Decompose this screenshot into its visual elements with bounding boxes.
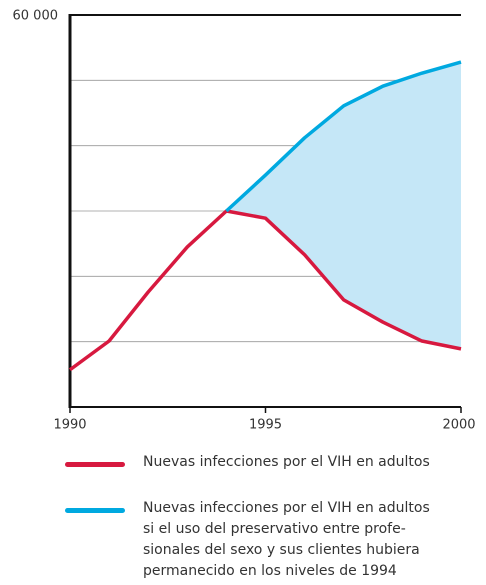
x-tick-label: 2000 bbox=[442, 418, 475, 433]
legend-label: Nuevas infecciones por el VIH en adultos bbox=[143, 454, 430, 470]
series-line bbox=[225, 60, 462, 213]
x-tick-label: 1995 bbox=[249, 418, 282, 433]
legend: Nuevas infecciones por el VIH en adultos… bbox=[0, 448, 486, 579]
legend-label: Nuevas infecciones por el VIH en adultos… bbox=[143, 500, 430, 579]
chart: 60 000 1990 1995 2000 bbox=[13, 9, 476, 433]
series-line bbox=[68, 209, 462, 372]
gap-area bbox=[226, 62, 461, 349]
x-tick-label: 1990 bbox=[53, 418, 86, 433]
legend-entry: Nuevas infecciones por el VIH en adultos bbox=[0, 448, 486, 494]
legend-entry: Nuevas infecciones por el VIH en adultos… bbox=[0, 494, 486, 579]
legend-swatch bbox=[65, 462, 125, 467]
legend-swatch bbox=[65, 508, 125, 513]
y-tick-label: 60 000 bbox=[13, 9, 59, 24]
